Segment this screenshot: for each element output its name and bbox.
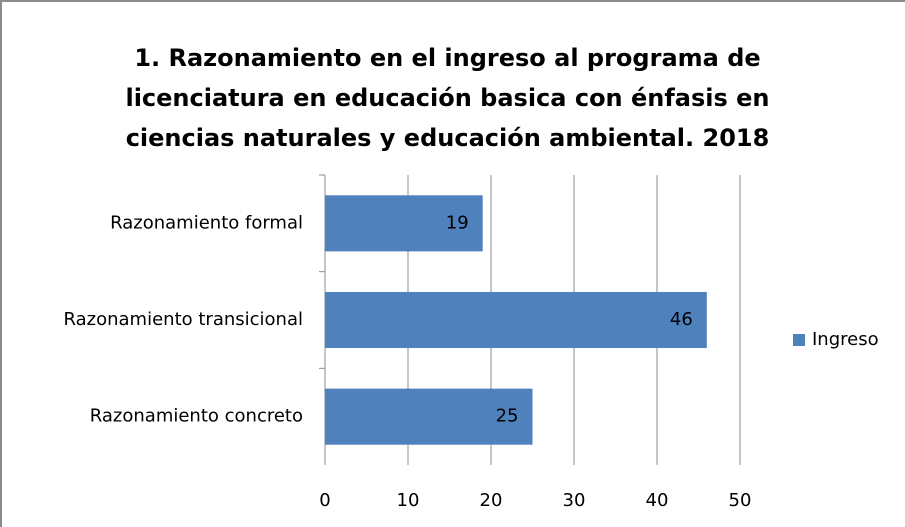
data-label: 46 [670, 309, 693, 330]
bar [325, 195, 483, 252]
legend-swatch [793, 334, 805, 346]
x-tick-label: 40 [646, 490, 669, 511]
x-tick-label: 0 [319, 490, 330, 511]
chart-title: 1. Razonamiento en el ingreso al program… [125, 44, 770, 152]
data-label: 25 [496, 406, 519, 427]
x-tick-label: 10 [397, 490, 420, 511]
y-tick-label: Razonamiento transicional [64, 309, 303, 330]
legend-label: Ingreso [812, 329, 879, 350]
bar [325, 291, 707, 349]
x-tick-label: 20 [480, 490, 503, 511]
x-tick-label: 30 [563, 490, 586, 511]
bar [325, 388, 533, 445]
y-tick-label: Razonamiento concreto [90, 406, 303, 427]
y-tick-label: Razonamiento formal [110, 212, 303, 233]
x-tick-label: 50 [729, 490, 752, 511]
data-label: 19 [446, 212, 469, 233]
